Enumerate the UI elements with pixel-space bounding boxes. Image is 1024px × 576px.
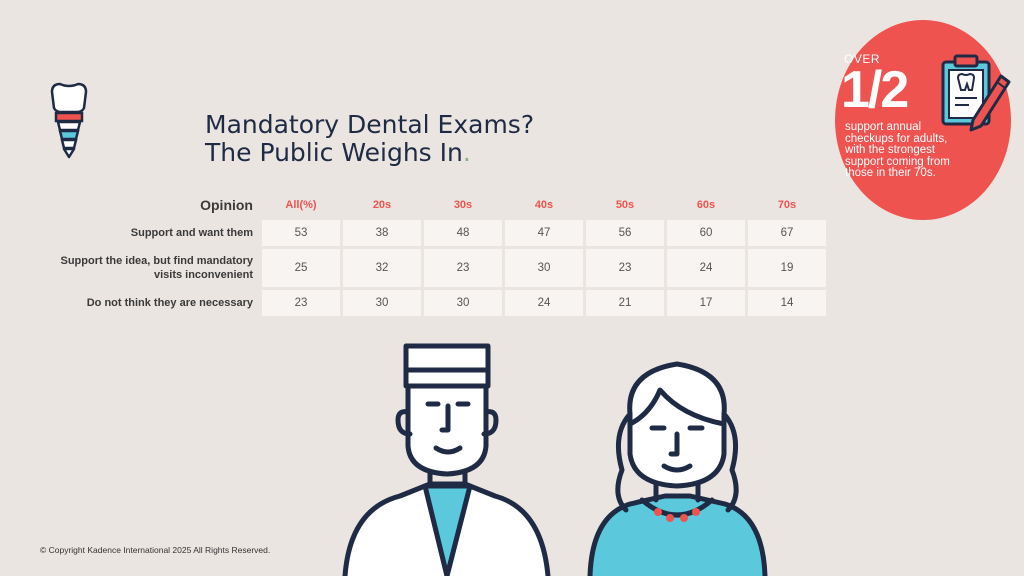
necklace-icon [654,508,700,522]
title-line-2: The Public Weighs In [205,137,463,167]
table-cell: 25 [262,249,340,287]
stat-badge: OVER 1/2 support annual checkups for adu… [835,20,1011,220]
woman-figure [587,361,768,576]
column-header-30s: 30s [453,199,473,211]
table-cell: 53 [262,220,340,246]
column-header-50s: 50s [615,199,635,211]
table-cell: 23 [424,249,502,287]
table-cell: 56 [586,220,664,246]
table-cell: 19 [748,249,826,287]
table-cell: 14 [748,290,826,316]
page-title: Mandatory Dental Exams? The Public Weigh… [205,109,535,167]
table-cell: 48 [424,220,502,246]
opinion-table: Opinion All(%) 20s 30s 40s 50s 60s 70s S… [56,190,829,319]
table-cell: 67 [748,220,826,246]
table-cell: 30 [505,249,583,287]
table-cell: 30 [343,290,421,316]
table-header-row: Opinion All(%) 20s 30s 40s 50s 60s 70s [59,193,826,217]
table-cell: 24 [505,290,583,316]
dentist-figure [342,343,551,576]
column-header-all: All(%) [285,199,317,211]
badge-text: support annual checkups for adults, with… [845,121,950,179]
tooth-implant-icon [50,82,88,159]
table-cell: 32 [343,249,421,287]
clipboard-pencil-icon [941,54,1011,132]
table-row: Support and want them 53 38 48 47 56 60 … [59,220,826,246]
people-illustration [342,343,768,576]
badge-over-label: OVER [844,52,881,66]
column-header-60s: 60s [696,199,716,211]
table-row: Support the idea, but find mandatory vis… [59,249,826,287]
column-header-opinion: Opinion [200,197,253,213]
table-cell: 23 [586,249,664,287]
table-cell: 60 [667,220,745,246]
column-header-40s: 40s [534,199,554,211]
column-header-20s: 20s [372,199,392,211]
table-cell: 30 [424,290,502,316]
table-cell: 21 [586,290,664,316]
table-row: Do not think they are necessary 23 30 30… [59,290,826,316]
title-line-1: Mandatory Dental Exams? [205,109,535,139]
table-cell: 17 [667,290,745,316]
row-label: Do not think they are necessary [86,297,253,309]
title-end-dot: . [462,137,471,167]
table-cell: 38 [343,220,421,246]
table-cell: 23 [262,290,340,316]
row-label: Support the idea, but find mandatory vis… [60,255,254,281]
copyright-footer: © Copyright Kadence International 2025 A… [40,545,271,555]
column-header-70s: 70s [777,199,797,211]
badge-fraction: 1/2 [841,61,909,119]
table-cell: 24 [667,249,745,287]
table-cell: 47 [505,220,583,246]
row-label: Support and want them [130,227,253,239]
